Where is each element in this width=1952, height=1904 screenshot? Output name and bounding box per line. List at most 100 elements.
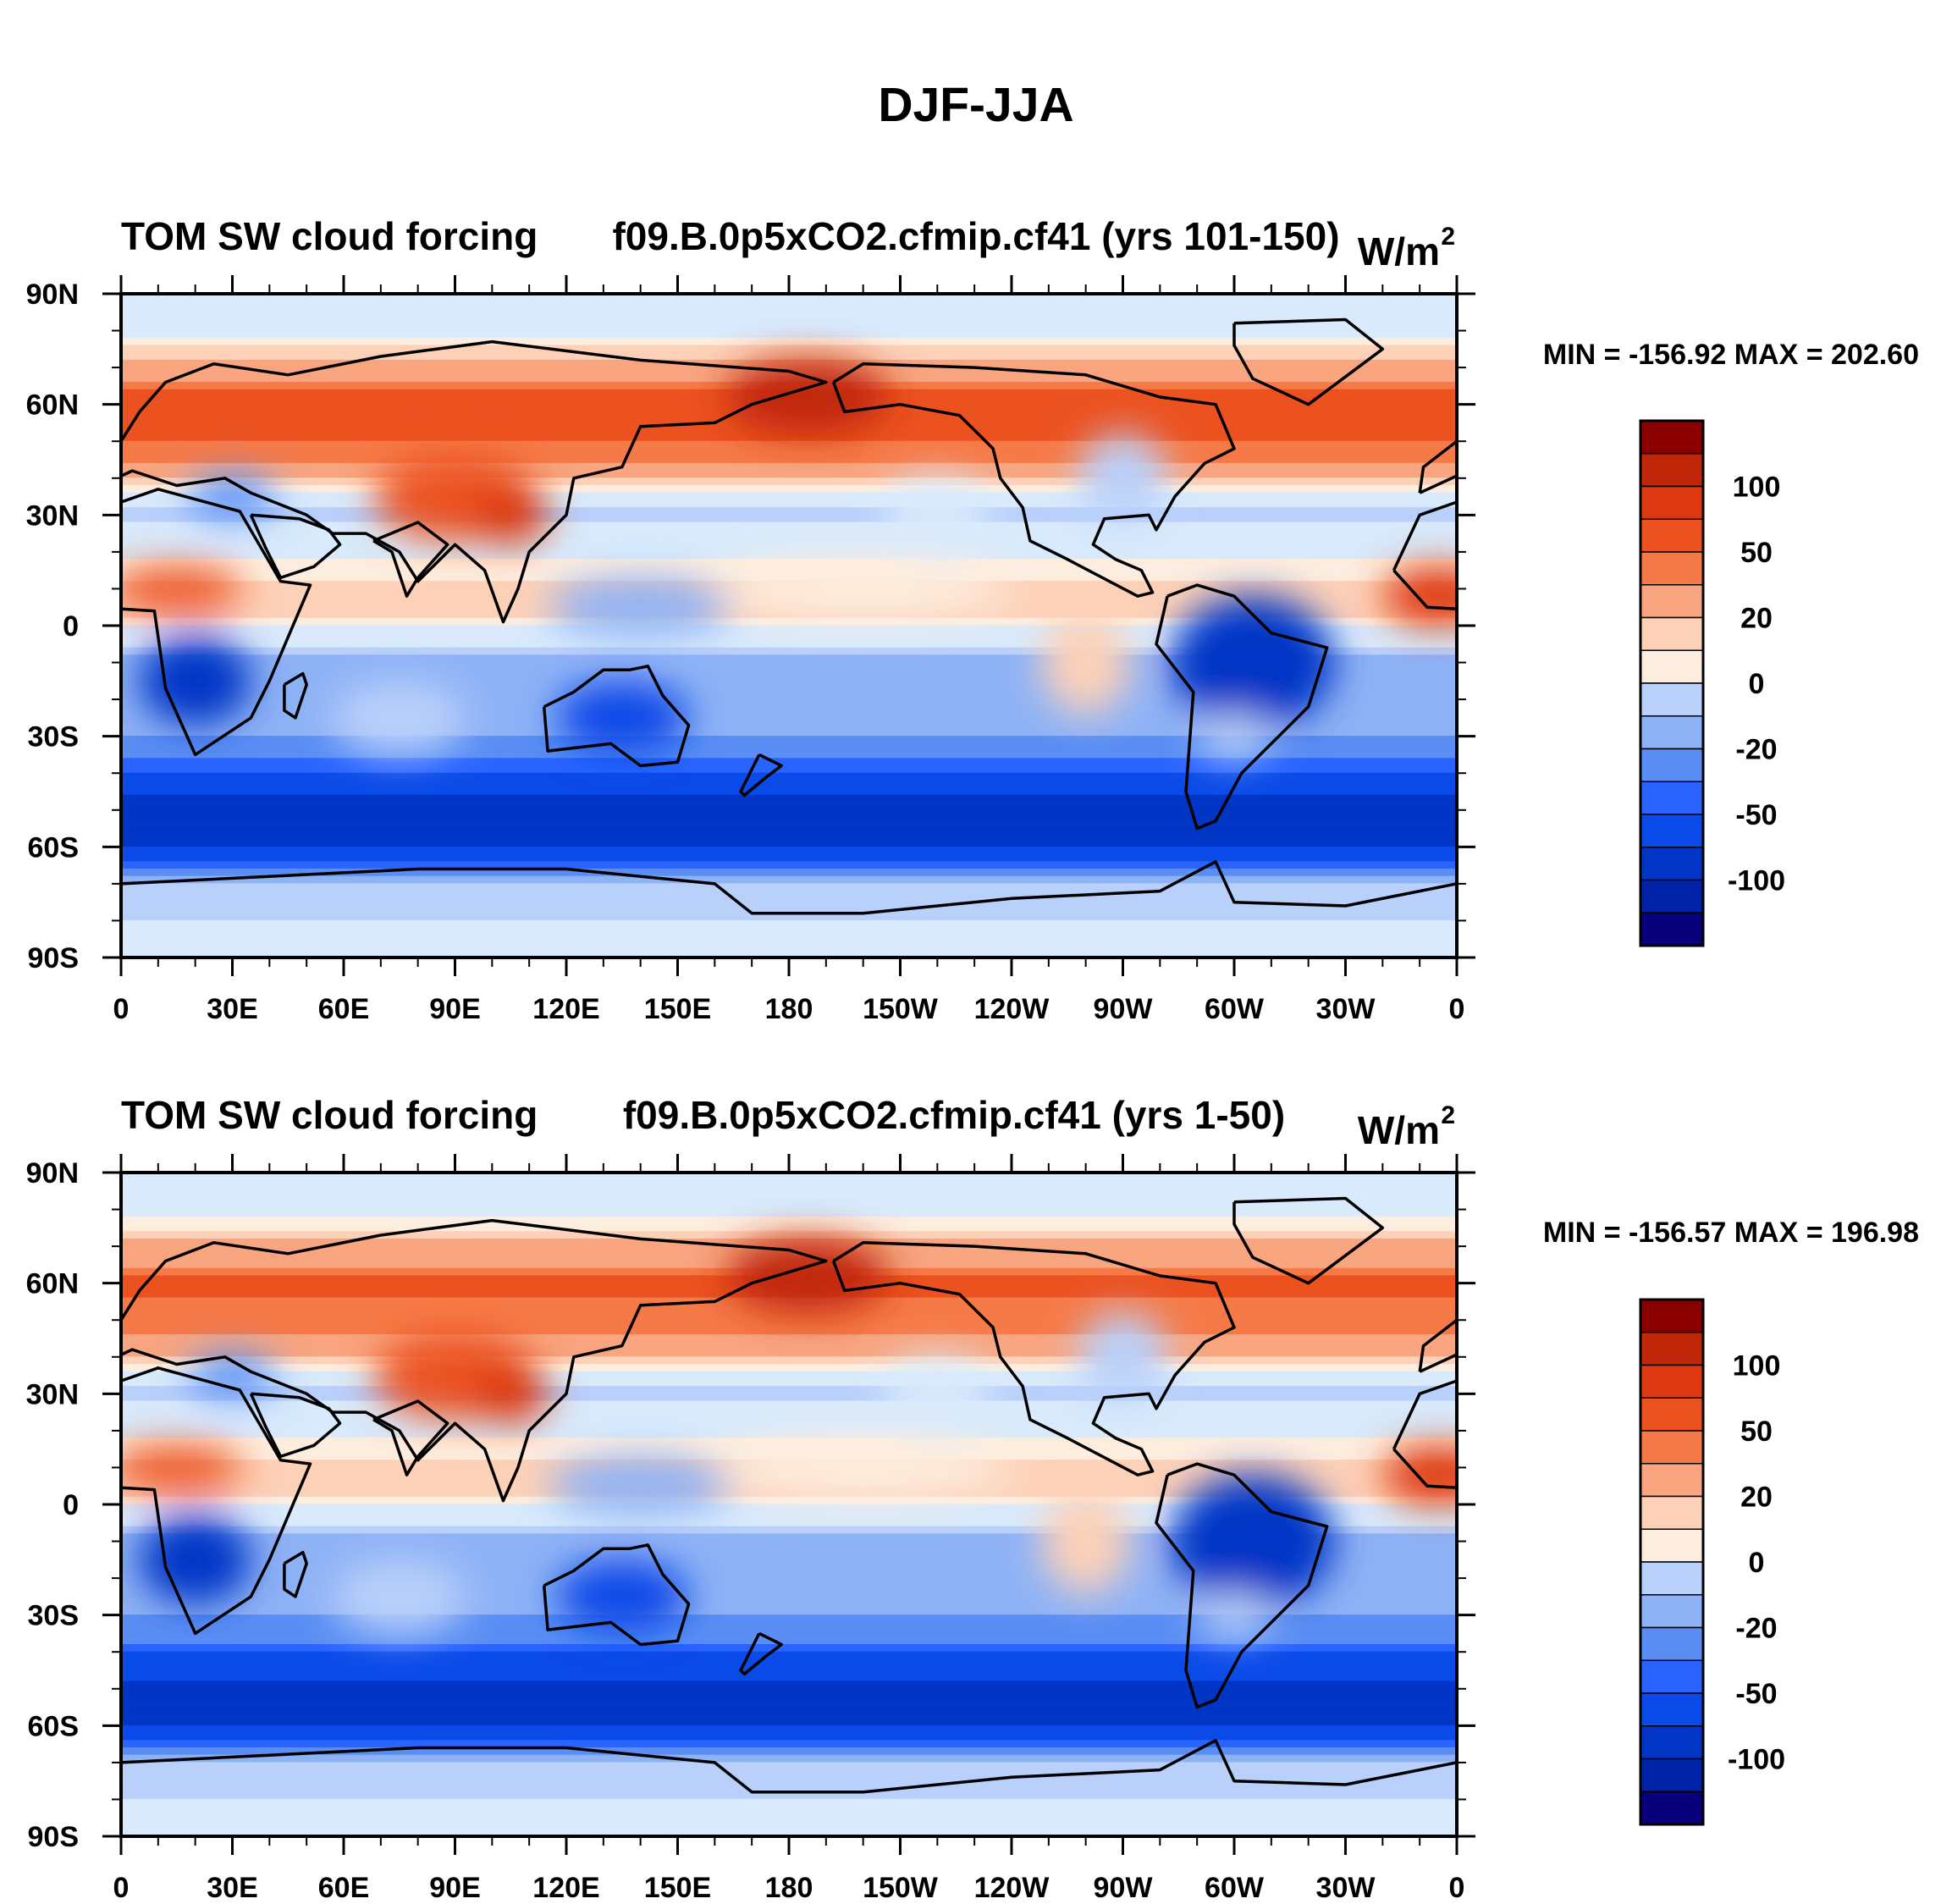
colorbar-label: 50 — [1740, 537, 1773, 569]
colorbar-cell — [1640, 1332, 1704, 1366]
x-tick-label: 60W — [1205, 1872, 1265, 1904]
lat-band — [121, 1791, 1457, 1800]
lat-band — [121, 1658, 1457, 1668]
coastline-madagascar — [283, 1550, 308, 1598]
lat-band — [121, 1563, 1457, 1571]
x-tick-label: 90E — [429, 993, 481, 1025]
lat-band — [121, 433, 1457, 442]
coastline-northAmerica — [831, 362, 1236, 598]
x-tick-label: 60E — [318, 993, 370, 1025]
colorbar-cell — [1640, 1397, 1704, 1432]
lat-band — [121, 1408, 1457, 1416]
field-blob — [714, 559, 1012, 619]
colorbar-label: 100 — [1733, 472, 1781, 504]
y-tick-label: 30N — [26, 499, 79, 532]
lat-band — [121, 1356, 1457, 1365]
lat-band — [121, 1607, 1457, 1616]
field-blob — [187, 474, 278, 519]
coastline-africa — [121, 488, 312, 757]
lat-band — [121, 868, 1457, 877]
lat-band — [121, 787, 1457, 796]
lat-band — [121, 1430, 1457, 1439]
lat-band — [121, 1599, 1457, 1609]
x-tick-label: 120E — [532, 1872, 599, 1904]
lat-band — [121, 765, 1457, 774]
field-blob — [473, 485, 549, 545]
map-panel-top: 0 30E 60E 90E 120E 150E 180 150W 120W 90W 60W 30W 0 9… — [26, 214, 1919, 1025]
field-blob — [554, 681, 689, 755]
colorbar-cell — [1640, 1299, 1704, 1333]
units-superscript: 2 — [1441, 223, 1455, 251]
colorbar-label: -20 — [1735, 1613, 1777, 1645]
lat-band — [121, 1422, 1457, 1432]
lat-band — [121, 824, 1457, 833]
x-tick-label: 150E — [644, 993, 711, 1025]
lat-band — [121, 1813, 1457, 1823]
colorbar-cell — [1640, 1725, 1704, 1760]
colorbar-cell — [1640, 1594, 1704, 1629]
field-blob — [473, 1364, 549, 1424]
lat-band — [121, 1209, 1457, 1217]
colorbar-cell — [1640, 1758, 1704, 1792]
left-title: TOM SW cloud forcing — [121, 1093, 538, 1137]
lat-band — [121, 323, 1457, 332]
x-tick-label: 30W — [1316, 993, 1376, 1025]
lat-band — [121, 1740, 1457, 1748]
field-blob — [1382, 566, 1457, 626]
lat-band — [121, 514, 1457, 523]
field-blob — [881, 1356, 994, 1431]
lat-band — [121, 720, 1457, 730]
coastline-arabia — [249, 1392, 342, 1459]
lat-band — [121, 875, 1457, 885]
colorbar-label: -100 — [1728, 865, 1785, 897]
y-tick-label: 0 — [63, 610, 79, 643]
field-blob — [1041, 1489, 1131, 1593]
lat-band — [121, 905, 1457, 914]
heatmap-field — [121, 294, 1457, 958]
coastline-eurasia — [121, 339, 828, 624]
lat-band — [121, 536, 1457, 545]
coastline-southAmerica — [1155, 1462, 1329, 1709]
anomaly-blobs — [121, 360, 1457, 759]
coastline-australia — [542, 665, 691, 768]
coastlines — [121, 1196, 1457, 1836]
lat-band — [121, 1393, 1457, 1402]
map-panel-bottom: 0 30E 60E 90E 120E 150E 180 150W 120W 90W 60W 30W 0 9… — [26, 1093, 1919, 1904]
anomaly-blobs — [121, 1239, 1457, 1637]
lat-band — [121, 639, 1457, 648]
x-tick-label: 90W — [1094, 1872, 1154, 1904]
lat-band — [121, 522, 1457, 531]
x-tick-label: 120W — [974, 993, 1050, 1025]
coastline-india — [372, 521, 449, 598]
lat-band — [121, 1223, 1457, 1233]
lat-band — [121, 1526, 1457, 1535]
colorbar-cell — [1640, 1528, 1704, 1563]
field-blob — [881, 477, 994, 552]
lat-band — [121, 728, 1457, 737]
colorbar-cell — [1640, 1495, 1704, 1530]
lat-band — [121, 1496, 1457, 1505]
lat-band — [121, 714, 1457, 722]
lat-band — [121, 1438, 1457, 1446]
colorbar-label: -100 — [1728, 1744, 1785, 1776]
colorbar-cell — [1640, 748, 1704, 782]
lat-band — [121, 1319, 1457, 1328]
lat-band — [121, 1798, 1457, 1807]
y-tick-label: 60N — [26, 1268, 79, 1300]
lat-band — [121, 1614, 1457, 1623]
field-blob — [139, 1515, 251, 1604]
lat-band — [121, 758, 1457, 767]
coastline-antarctica — [121, 860, 1457, 958]
lat-band — [121, 484, 1457, 494]
center-title: f09.B.0p5xCO2.cfmip.cf41 (yrs 101-150) — [612, 214, 1339, 258]
coastline-africa — [121, 1366, 312, 1636]
x-tick-label: 120W — [974, 1872, 1050, 1904]
figure-title: DJF-JJA — [878, 78, 1073, 132]
lat-band — [121, 440, 1457, 450]
field-blob — [121, 1445, 244, 1490]
colorbar-label: -20 — [1735, 734, 1777, 766]
lat-band — [121, 559, 1457, 567]
colorbar-cell — [1640, 584, 1704, 619]
x-tick-label: 30W — [1316, 1872, 1376, 1904]
lat-band — [121, 669, 1457, 678]
